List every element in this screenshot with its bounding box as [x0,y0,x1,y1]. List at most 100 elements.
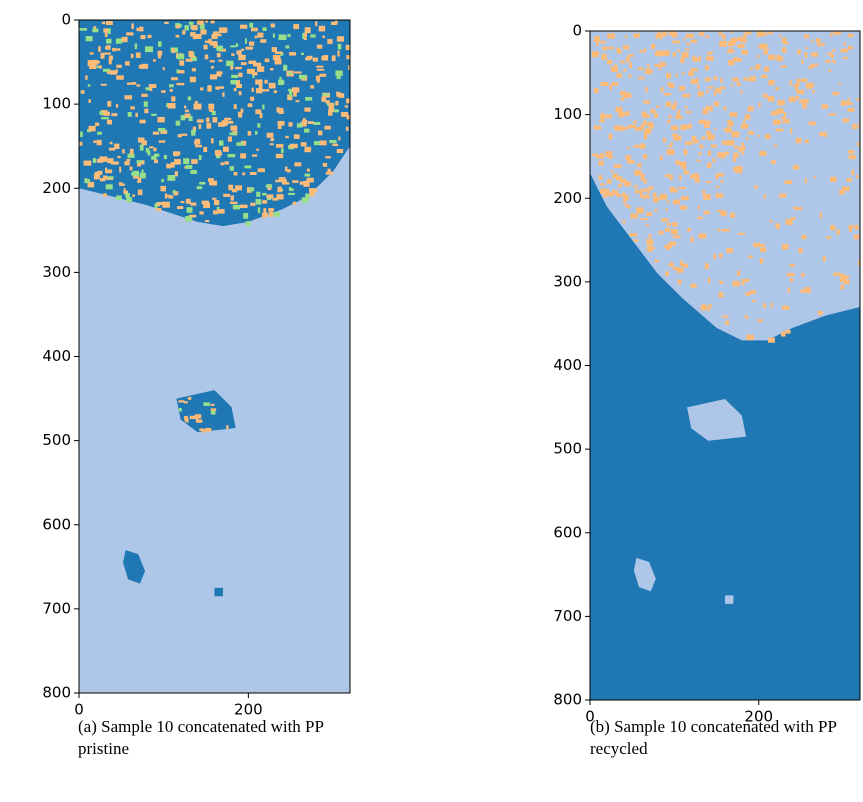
image-speckle [316,65,324,68]
image-speckle [108,28,111,34]
image-speckle [147,34,152,39]
image-speckle [154,159,159,164]
image-speckle [639,50,646,53]
image-speckle [292,201,297,205]
image-speckle [767,96,775,102]
image-speckle [212,117,218,123]
image-speckle [217,209,225,214]
image-speckle [190,170,197,174]
image-speckle [212,31,219,37]
image-speckle [681,163,687,170]
image-speckle [238,54,246,61]
image-speckle [705,130,712,135]
image-speckle [801,272,805,277]
image-speckle [831,53,834,59]
image-speckle [107,100,112,107]
image-speckle [176,69,180,73]
image-region [590,31,860,341]
image-speckle [855,98,860,101]
image-speckle [171,48,175,54]
image-speckle [667,115,672,118]
image-speckle [264,79,268,84]
image-speckle [697,84,700,90]
image-speckle [628,124,636,129]
image-speckle [344,105,349,108]
image-speckle [682,72,685,75]
image-speckle [662,31,667,34]
image-speckle [123,188,126,194]
image-speckle [202,429,205,433]
image-speckle [232,204,240,210]
image-speckle [184,113,191,119]
image-speckle [781,331,786,337]
image-speckle [240,62,247,66]
y-tick-label: 200 [42,179,71,197]
image-speckle [319,73,327,77]
image-speckle [139,26,144,32]
image-speckle [234,80,241,85]
image-speckle [728,120,734,127]
y-tick-label: 600 [42,515,71,533]
image-speckle [93,62,97,65]
image-speckle [615,106,623,113]
image-speckle [617,126,625,131]
image-speckle [96,65,100,68]
image-speckle [167,102,176,109]
image-speckle [766,47,770,50]
image-speckle [606,179,612,184]
image-speckle [635,126,644,131]
image-speckle [783,42,789,45]
image-speckle [732,280,740,287]
image-speckle [303,32,307,38]
image-speckle [160,185,167,192]
image-speckle [667,82,673,86]
image-speckle [227,154,236,158]
image-speckle [289,188,294,192]
image-speckle [773,119,781,125]
image-speckle [708,304,712,309]
image-speckle [592,153,599,157]
image-speckle [102,68,110,72]
image-speckle [671,125,679,131]
image-speckle [696,159,701,162]
image-speckle [642,120,647,126]
image-speckle [683,53,688,58]
image-speckle [115,104,119,108]
image-speckle [335,20,338,25]
image-speckle [273,212,280,217]
image-speckle [255,199,262,205]
image-speckle [137,189,143,196]
y-tick-label: 800 [42,684,71,702]
image-speckle [304,146,311,153]
image-speckle [212,197,217,200]
image-speckle [206,122,212,129]
image-speckle [189,76,196,83]
image-speckle [161,90,166,93]
image-speckle [139,144,144,151]
image-speckle [192,126,197,132]
image-speckle [105,167,108,174]
image-speckle [293,90,297,97]
image-speckle [89,63,97,69]
image-speckle [671,104,677,110]
image-speckle [713,253,717,260]
image-speckle [623,200,626,204]
image-speckle [164,21,169,25]
image-speckle [301,197,309,204]
image-speckle [610,169,614,173]
image-speckle [652,197,659,203]
image-speckle [154,203,158,209]
image-speckle [724,151,729,156]
image-speckle [216,52,221,58]
image-speckle [235,83,242,89]
image-speckle [683,170,689,175]
image-speckle [209,60,215,63]
image-speckle [174,171,179,177]
image-speckle [318,25,326,32]
image-speckle [624,181,631,187]
image-speckle [768,337,775,343]
image-speckle [795,85,799,92]
image-speckle [793,84,800,87]
image-speckle [633,239,639,242]
image-speckle [167,175,176,181]
